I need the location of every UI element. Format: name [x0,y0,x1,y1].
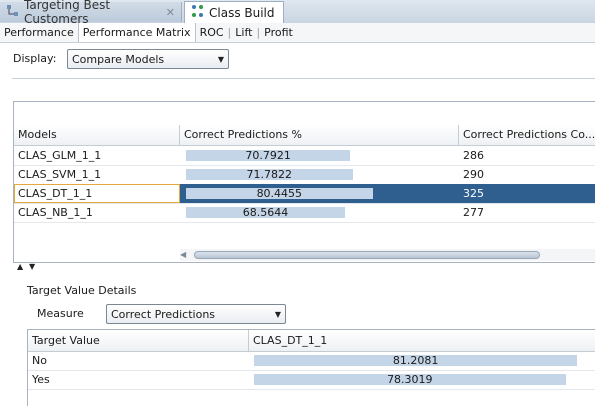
display-select-value: Compare Models [72,52,165,66]
value-text: 81.2081 [392,354,439,367]
target-value: No [32,354,47,367]
table-row[interactable]: Yes 78.3019 [28,370,595,390]
display-select[interactable]: Compare Models ▼ [67,49,229,69]
scroll-left-icon[interactable]: ◀ [180,250,187,259]
table-row[interactable]: CLAS_NB_1_1 68.5644 277 [14,203,595,223]
table-row[interactable]: CLAS_SVM_1_1 71.7822 290 [14,165,595,185]
pct-value: 68.5644 [242,206,289,219]
tab-label: Targeting Best Customers [24,0,111,26]
chevron-down-icon: ▼ [217,54,224,64]
pct-value: 80.4455 [256,187,303,200]
table-row[interactable]: No 81.2081 [28,351,595,371]
models-table: Models Correct Predictions % Correct Pre… [13,101,595,263]
value-bar [254,355,578,366]
column-header-correct-count[interactable]: Correct Predictions Co... [463,128,595,141]
tab-class-build[interactable]: Class Build [184,1,284,23]
measure-label: Measure [37,307,84,320]
pct-value: 71.7822 [246,168,293,181]
document-tab-strip: Targeting Best Customers ✕ Class Build [0,0,595,26]
workflow-icon [6,4,19,20]
chevron-down-icon: ▼ [274,309,281,319]
model-name: CLAS_NB_1_1 [18,206,93,219]
correct-count: 277 [463,206,484,219]
tab-label: Class Build [209,5,275,20]
column-header-target-value[interactable]: Target Value [28,330,249,351]
collapse-up-icon[interactable]: ▲ [17,262,24,271]
tab-profit[interactable]: Profit [264,26,293,39]
table-row[interactable]: CLAS_DT_1_1 80.4455 325 [14,184,595,204]
tab-lift[interactable]: Lift [235,26,253,39]
divider [12,78,595,79]
scrollbar-thumb[interactable] [194,251,540,259]
horizontal-scrollbar[interactable]: ◀ [180,249,595,261]
collapse-down-icon[interactable]: ▼ [29,262,36,271]
model-node-icon [191,4,204,21]
measure-select-value: Correct Predictions [111,307,216,321]
value-text: 78.3019 [387,373,433,386]
measure-select[interactable]: Correct Predictions ▼ [106,304,286,324]
table-header: Models Correct Predictions % Correct Pre… [14,125,595,146]
tab-separator: | [256,26,261,39]
sub-tab-bar: Performance Performance Matrix ROC | Lif… [0,23,595,43]
model-name: CLAS_DT_1_1 [14,184,180,203]
value-bar [254,374,566,385]
correct-count: 286 [463,149,484,162]
display-label: Display: [13,52,57,65]
pct-bar [186,150,351,161]
table-row[interactable]: CLAS_GLM_1_1 70.7921 286 [14,146,595,166]
model-name: CLAS_GLM_1_1 [18,149,102,162]
column-header-correct-pct[interactable]: Correct Predictions % [180,125,459,145]
target-value: Yes [32,373,50,386]
tab-targeting-best-customers[interactable]: Targeting Best Customers ✕ [0,0,182,26]
splitter[interactable]: ▲ ▼ [13,262,595,271]
tab-roc[interactable]: ROC [199,26,224,39]
table-toolbar [14,102,595,126]
pct-value: 70.7921 [245,149,291,162]
table-header: Target Value CLAS_DT_1_1 [28,330,595,352]
target-details-table: Target Value CLAS_DT_1_1 No 81.2081 Yes 78.… [27,329,595,406]
tab-performance-matrix[interactable]: Performance Matrix [77,23,196,42]
column-header-models[interactable]: Models [14,125,180,145]
tab-performance[interactable]: Performance [4,26,74,39]
correct-count: 325 [463,187,484,200]
pct-bar [186,188,373,199]
column-header-model[interactable]: CLAS_DT_1_1 [253,334,328,347]
section-title: Target Value Details [27,284,137,297]
correct-count: 290 [463,168,484,181]
model-name: CLAS_SVM_1_1 [18,168,102,181]
pct-bar [186,169,353,180]
close-icon[interactable]: ✕ [165,5,175,19]
pct-bar [186,207,346,218]
tab-separator: | [227,26,232,39]
